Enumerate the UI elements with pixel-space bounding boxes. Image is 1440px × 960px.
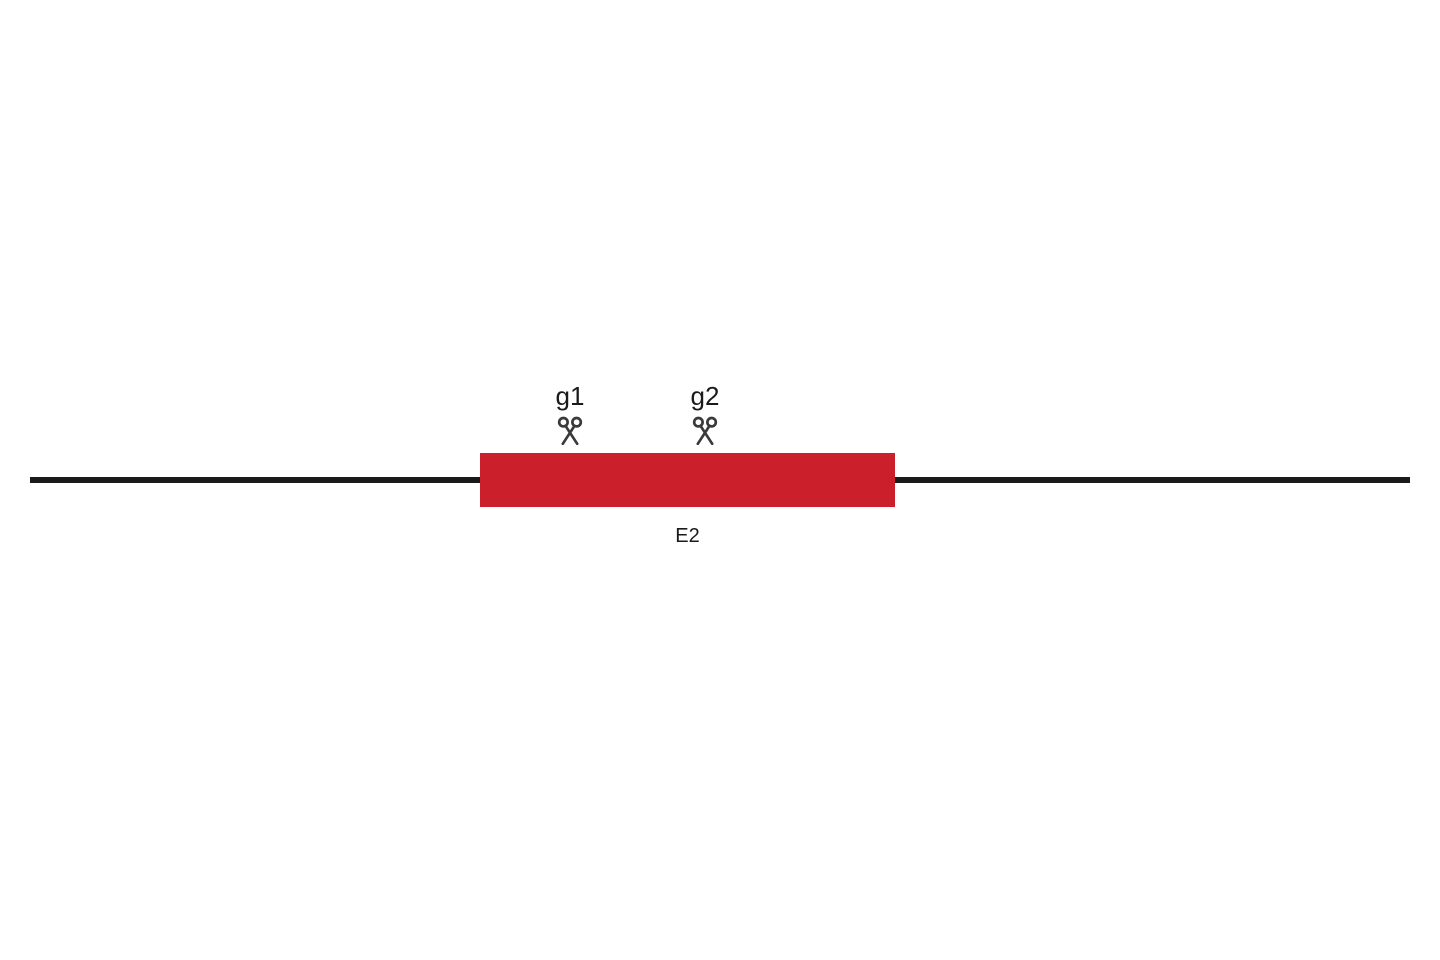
gene-diagram: E2 g1 g2 xyxy=(0,0,1440,960)
guide-g1-label: g1 xyxy=(540,381,600,412)
scissors-icon xyxy=(555,415,585,445)
scissors-icon xyxy=(690,415,720,445)
exon-label: E2 xyxy=(638,525,738,548)
guide-g2-label: g2 xyxy=(675,381,735,412)
exon-box xyxy=(480,453,895,507)
